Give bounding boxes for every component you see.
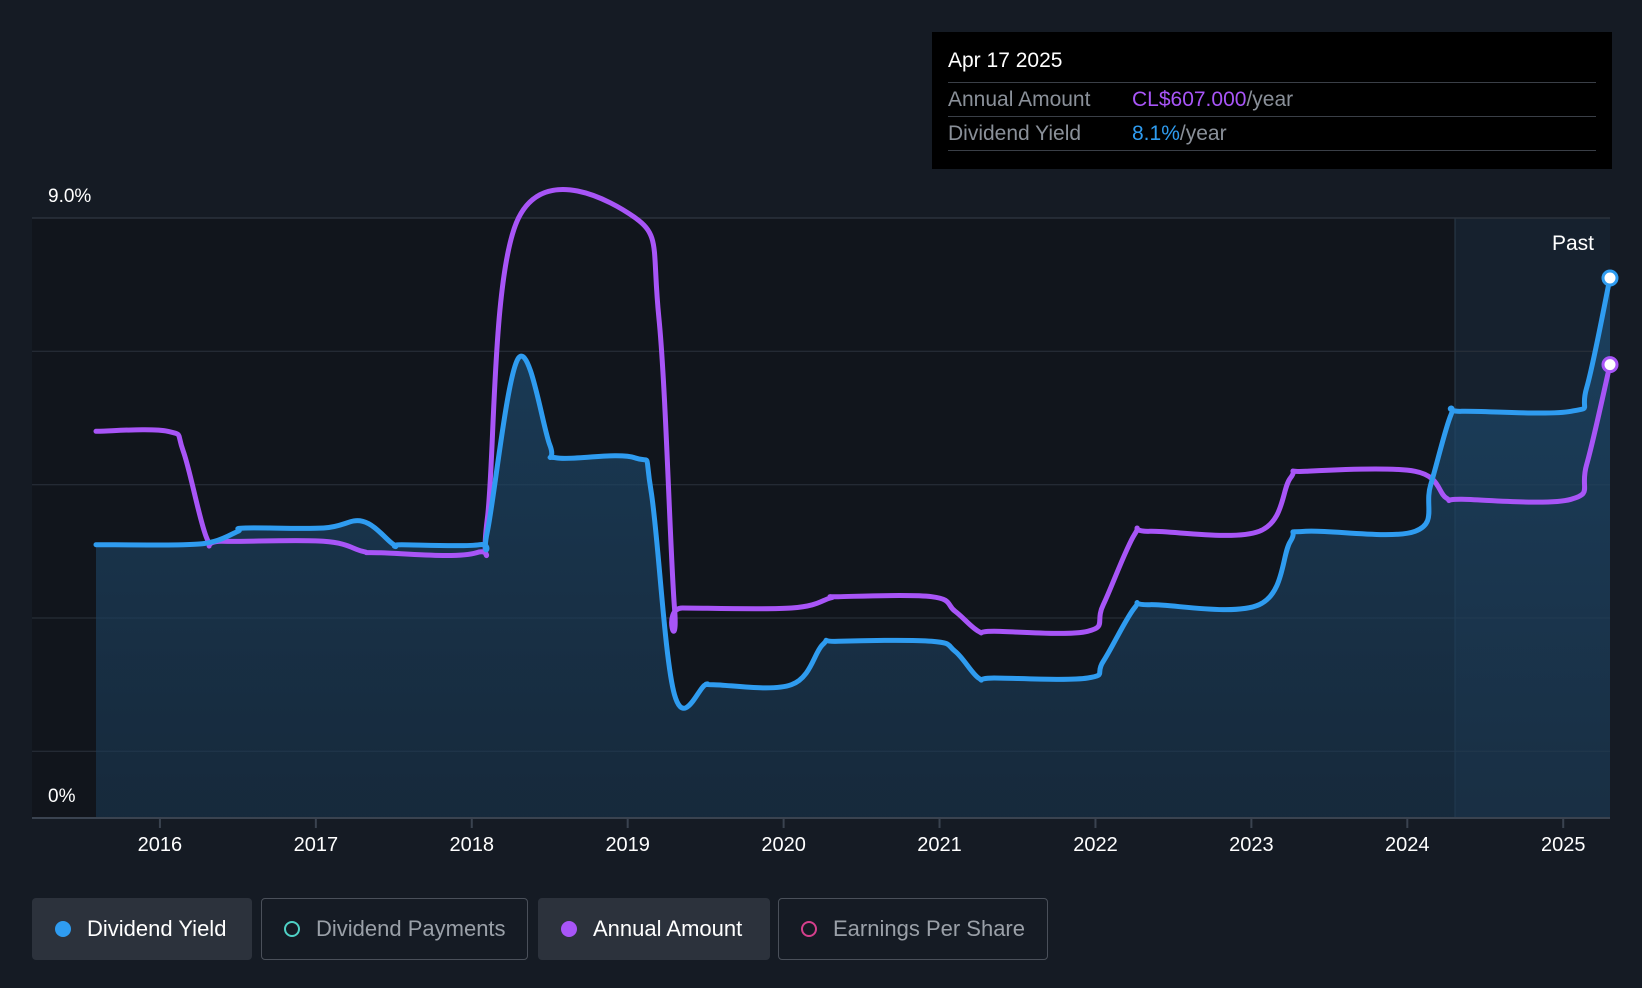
y-tick-max: 9.0% bbox=[48, 186, 91, 207]
x-tick-label: 2024 bbox=[1385, 834, 1430, 856]
legend-annual-amount-dot-icon bbox=[561, 921, 577, 937]
x-tick-label: 2025 bbox=[1541, 834, 1586, 856]
x-tick-label: 2021 bbox=[917, 834, 962, 856]
tooltip: Apr 17 2025 Annual Amount CL$607.000 /ye… bbox=[932, 32, 1612, 169]
legend-dividend-payments-dot-icon bbox=[284, 921, 300, 937]
tooltip-dividend-yield-row: Dividend Yield 8.1% /year bbox=[948, 116, 1596, 151]
x-tick-label: 2019 bbox=[605, 834, 650, 856]
tooltip-date: Apr 17 2025 bbox=[948, 49, 1063, 72]
x-tick-label: 2016 bbox=[138, 834, 183, 856]
legend-earnings-per-share-dot-icon bbox=[801, 921, 817, 937]
legend-annual-amount-button[interactable]: Annual Amount bbox=[538, 898, 770, 960]
tooltip-annual-amount-label: Annual Amount bbox=[948, 88, 1091, 111]
x-tick-label: 2017 bbox=[294, 834, 339, 856]
past-label: Past bbox=[1552, 232, 1594, 255]
tooltip-annual-amount-row: Annual Amount CL$607.000 /year bbox=[948, 82, 1596, 116]
annual-amount-line bbox=[93, 186, 1613, 636]
x-tick-label: 2020 bbox=[761, 834, 806, 856]
dividend-yield-end-marker bbox=[1601, 269, 1619, 287]
legend-dividend-payments-label: Dividend Payments bbox=[316, 916, 506, 941]
legend-annual-amount-label: Annual Amount bbox=[593, 916, 743, 941]
tooltip-annual-amount-value: CL$607.000 bbox=[1132, 88, 1247, 111]
legend-earnings-per-share-button[interactable]: Earnings Per Share bbox=[778, 898, 1048, 960]
y-tick-min: 0% bbox=[48, 786, 76, 807]
legend-dividend-payments-button[interactable]: Dividend Payments bbox=[261, 898, 528, 960]
tooltip-dividend-yield-unit: /year bbox=[1179, 122, 1227, 145]
annual-amount-end-marker bbox=[1601, 356, 1619, 374]
tooltip-annual-amount-unit: /year bbox=[1246, 88, 1294, 111]
legend-dividend-yield-dot-icon bbox=[55, 921, 71, 937]
x-tick-label: 2023 bbox=[1229, 834, 1274, 856]
dividend-yield-line bbox=[93, 275, 1613, 711]
tooltip-dividend-yield-label: Dividend Yield bbox=[948, 122, 1082, 145]
legend-dividend-yield-button[interactable]: Dividend Yield bbox=[32, 898, 252, 960]
x-tick-label: 2018 bbox=[450, 834, 495, 856]
tooltip-dividend-yield-value: 8.1% bbox=[1132, 122, 1180, 145]
x-tick-label: 2022 bbox=[1073, 834, 1118, 856]
dividend-yield-area bbox=[96, 278, 1610, 818]
legend-earnings-per-share-label: Earnings Per Share bbox=[833, 916, 1025, 941]
legend-dividend-yield-label: Dividend Yield bbox=[87, 916, 227, 941]
